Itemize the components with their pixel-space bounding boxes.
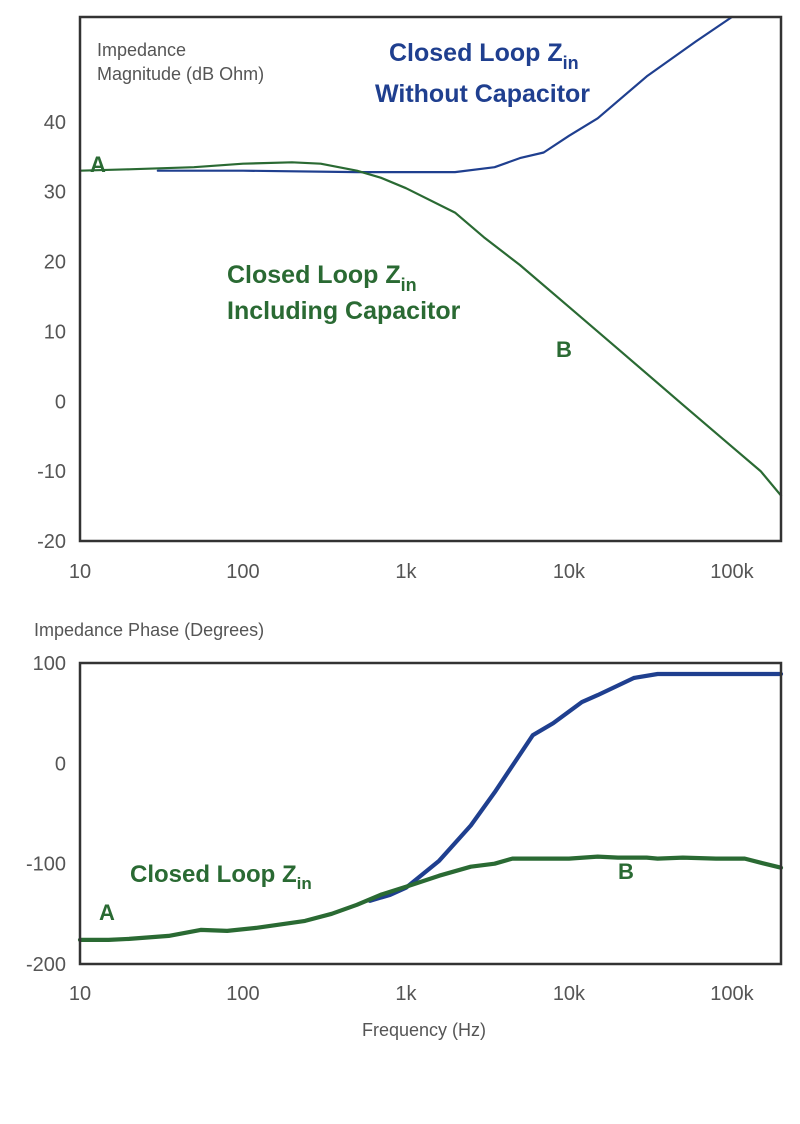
magnitude-chart: -20 -10 0 10 20 30 40 10 100 1k 10k 100k Impedance… xyxy=(37,15,783,583)
phase-xlabel: Frequency (Hz) xyxy=(362,1020,486,1040)
magnitude-plot-frame xyxy=(78,15,783,543)
x-tick-label: 100 xyxy=(226,561,259,583)
y-tick-label: 10 xyxy=(44,321,66,343)
x-tick-label: 10 xyxy=(69,983,91,1005)
x-tick-label: 10k xyxy=(553,561,586,583)
phase-plot-frame xyxy=(78,661,783,966)
y-tick-label: -10 xyxy=(37,461,66,483)
marker-label-a: A xyxy=(90,152,106,177)
x-tick-label: 10 xyxy=(69,561,91,583)
phase-annotation-closed-loop: Closed Loop Zin xyxy=(130,861,312,893)
x-tick-label: 10k xyxy=(553,983,586,1005)
series-line-b xyxy=(78,161,783,497)
magnitude-y-ticks: -20 -10 0 10 20 30 40 xyxy=(37,112,66,553)
annotation-without-capacitor-line2: Without Capacitor xyxy=(375,80,590,108)
y-tick-label: 100 xyxy=(33,653,66,675)
x-tick-label: 100k xyxy=(710,561,754,583)
phase-y-ticks: -200 -100 0 100 xyxy=(26,653,66,976)
x-tick-label: 1k xyxy=(395,561,417,583)
y-tick-label: 40 xyxy=(44,112,66,134)
annotation-subscript: in xyxy=(297,874,312,893)
x-tick-label: 100k xyxy=(710,983,754,1005)
magnitude-x-ticks: 10 100 1k 10k 100k xyxy=(69,561,755,583)
phase-chart-title: Impedance Phase (Degrees) xyxy=(34,620,264,640)
annotation-without-capacitor-line1: Closed Loop Zin xyxy=(389,39,579,73)
phase-marker-label-a: A xyxy=(99,900,115,925)
x-tick-label: 100 xyxy=(226,983,259,1005)
series-line-a xyxy=(367,671,784,903)
magnitude-ylabel-line1: Impedance xyxy=(97,40,186,60)
y-tick-label: -200 xyxy=(26,954,66,976)
y-tick-label: -100 xyxy=(26,854,66,876)
phase-marker-label-b: B xyxy=(618,859,634,884)
y-tick-label: -20 xyxy=(37,531,66,553)
annotation-subscript: in xyxy=(563,53,579,73)
series-line-a xyxy=(156,15,734,174)
y-tick-label: 0 xyxy=(55,391,66,413)
series-line-b xyxy=(77,854,784,943)
annotation-including-capacitor-line2: Including Capacitor xyxy=(227,297,461,325)
annotation-subscript: in xyxy=(401,275,417,295)
phase-series xyxy=(77,671,784,943)
magnitude-ylabel-line2: Magnitude (dB Ohm) xyxy=(97,64,264,84)
annotation-including-capacitor-line1: Closed Loop Zin xyxy=(227,261,417,295)
y-tick-label: 20 xyxy=(44,252,66,274)
y-tick-label: 30 xyxy=(44,182,66,204)
marker-label-b: B xyxy=(556,337,572,362)
y-tick-label: 0 xyxy=(55,753,66,775)
phase-chart: Impedance Phase (Degrees) -200 -100 0 100 1… xyxy=(26,620,784,1040)
x-tick-label: 1k xyxy=(395,983,417,1005)
phase-x-ticks: 10 100 1k 10k 100k xyxy=(69,983,755,1005)
magnitude-series xyxy=(78,15,783,497)
